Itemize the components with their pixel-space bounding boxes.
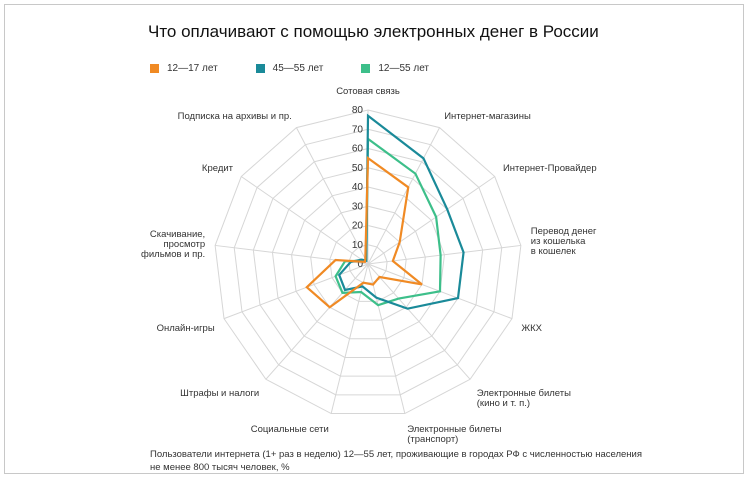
chart-frame: [4, 4, 744, 474]
legend-swatch-12-17: [150, 64, 159, 73]
category-label-line: Кредит: [202, 163, 234, 174]
tick-label-80: 80: [352, 105, 364, 116]
legend-label-12-17: 12—17 лет: [167, 63, 218, 74]
tick-label-60: 60: [352, 144, 364, 155]
tick-label-70: 70: [352, 124, 364, 135]
category-label-12: Подписка на архивы и пр.: [178, 111, 292, 122]
category-label-1: Интернет-магазины: [444, 111, 531, 122]
grid-spoke-12: [295, 127, 369, 265]
category-label-line: Скачивание,: [150, 229, 205, 240]
category-label-line: Электронные билеты: [407, 424, 501, 435]
legend-item-12-55: 12—55 лет: [361, 63, 429, 74]
chart-title: Что оплачивают с помощью электронных ден…: [148, 22, 599, 41]
tick-label-40: 40: [352, 182, 364, 193]
grid-spoke-8: [265, 263, 369, 380]
category-label-line: Штрафы и налоги: [180, 388, 259, 399]
category-label-2: Интернет-Провайдер: [503, 163, 597, 174]
grid-ring-60: [252, 147, 484, 377]
legend-swatch-12-55: [361, 64, 371, 73]
tick-label-50: 50: [352, 163, 364, 174]
grid-ring-40: [291, 186, 445, 340]
tick-label-30: 30: [352, 201, 364, 212]
category-label-line: просмотр: [163, 239, 205, 250]
grid-spoke-7: [330, 263, 369, 414]
category-label-7: Социальные сети: [251, 424, 329, 435]
grid-ring-80: [214, 109, 522, 415]
grid-spoke-9: [223, 263, 369, 320]
legend: 12—17 лет 45—55 лет 12—55 лет: [150, 63, 467, 74]
category-label-9: Онлайн-игры: [157, 323, 215, 334]
category-label-line: Социальные сети: [251, 424, 329, 435]
category-label-line: Онлайн-игры: [157, 323, 215, 334]
category-label-line: Интернет-Провайдер: [503, 163, 597, 174]
category-label-8: Штрафы и налоги: [180, 388, 259, 399]
grid-spoke-11: [240, 176, 369, 265]
category-label-line: (кино и т. п.): [477, 398, 530, 409]
series-line-1: [337, 113, 465, 310]
series-line-0: [305, 156, 423, 309]
grid-spoke-6: [367, 263, 406, 414]
legend-swatch-45-55: [255, 64, 265, 73]
category-label-line: Перевод денег: [531, 226, 597, 237]
category-label-6: Электронные билеты (транспорт): [407, 424, 501, 445]
legend-item-12-17: 12—17 лет: [150, 63, 218, 74]
category-label-line: ЖКХ: [521, 323, 542, 334]
category-label-line: фильмов и пр.: [141, 249, 205, 260]
tick-label-10: 10: [352, 240, 364, 251]
grid-ring-70: [233, 128, 503, 396]
grid-spoke-1: [367, 127, 441, 265]
category-label-0: Сотовая связь: [336, 86, 400, 97]
category-label-line: Сотовая связь: [336, 86, 400, 97]
tick-label-0: 0: [357, 259, 363, 270]
footnote: Пользователи интернета (1+ раз в неделю)…: [150, 449, 642, 473]
category-label-line: в кошелек: [531, 246, 577, 257]
category-label-line: Электронные билеты: [477, 388, 571, 399]
legend-label-45-55: 45—55 лет: [272, 63, 324, 74]
grid-spoke-2: [367, 176, 496, 265]
category-label-5: Электронные билеты (кино и т. п.): [477, 388, 571, 409]
legend-label-12-55: 12—55 лет: [378, 63, 430, 74]
category-label-10: Скачивание, просмотр фильмов и пр.: [141, 229, 205, 260]
category-label-line: Подписка на архивы и пр.: [178, 111, 292, 122]
category-label-3: Перевод денег из кошелька в кошелек: [531, 226, 597, 257]
category-label-4: ЖКХ: [521, 323, 542, 334]
grid-ring-30: [310, 205, 426, 321]
tick-label-20: 20: [352, 221, 364, 232]
grid-spoke-5: [367, 263, 471, 380]
category-label-11: Кредит: [202, 163, 234, 174]
category-label-line: Интернет-магазины: [444, 111, 531, 122]
grid-ring-20: [329, 224, 407, 302]
category-label-line: (транспорт): [407, 434, 458, 445]
legend-item-45-55: 45—55 лет: [255, 63, 324, 74]
category-label-line: из кошелька: [531, 236, 586, 247]
